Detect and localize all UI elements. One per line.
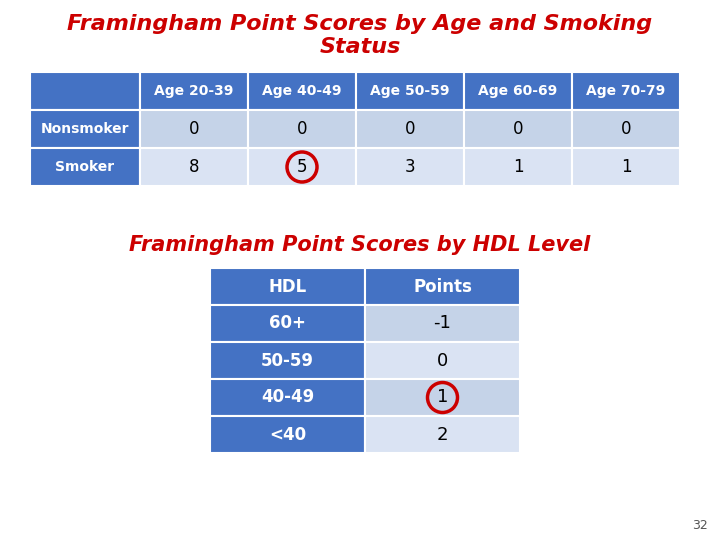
Bar <box>248 148 356 186</box>
Bar <box>464 110 572 148</box>
Bar <box>140 110 248 148</box>
Bar <box>572 72 680 110</box>
Bar <box>210 268 365 305</box>
Bar <box>30 72 140 110</box>
Bar <box>356 110 464 148</box>
Text: 0: 0 <box>437 352 448 369</box>
Text: 3: 3 <box>405 158 415 176</box>
Text: Framingham Point Scores by Age and Smoking
Status: Framingham Point Scores by Age and Smoki… <box>68 14 652 57</box>
Bar <box>210 416 365 453</box>
Text: 1: 1 <box>437 388 448 407</box>
Text: 2: 2 <box>437 426 449 443</box>
Text: 0: 0 <box>405 120 415 138</box>
Text: 8: 8 <box>189 158 199 176</box>
Bar <box>140 72 248 110</box>
Bar <box>30 148 140 186</box>
Bar <box>464 72 572 110</box>
Bar <box>356 72 464 110</box>
Bar <box>365 416 520 453</box>
Text: 0: 0 <box>513 120 523 138</box>
Text: Age 70-79: Age 70-79 <box>586 84 665 98</box>
Bar <box>210 342 365 379</box>
Text: 0: 0 <box>621 120 631 138</box>
Bar <box>140 148 248 186</box>
Bar <box>572 148 680 186</box>
Bar <box>248 110 356 148</box>
Text: Points: Points <box>413 278 472 295</box>
Text: Age 40-49: Age 40-49 <box>262 84 342 98</box>
Text: 1: 1 <box>513 158 523 176</box>
Text: 0: 0 <box>297 120 307 138</box>
Text: Smoker: Smoker <box>55 160 114 174</box>
Bar <box>30 110 140 148</box>
Bar <box>572 110 680 148</box>
Text: Age 50-59: Age 50-59 <box>370 84 450 98</box>
Text: <40: <40 <box>269 426 306 443</box>
Bar <box>365 342 520 379</box>
Text: 5: 5 <box>297 158 307 176</box>
Text: 0: 0 <box>189 120 199 138</box>
Text: 40-49: 40-49 <box>261 388 314 407</box>
Text: Age 60-69: Age 60-69 <box>478 84 557 98</box>
Text: Framingham Point Scores by HDL Level: Framingham Point Scores by HDL Level <box>130 235 590 255</box>
Bar <box>365 305 520 342</box>
Text: 32: 32 <box>692 519 708 532</box>
Bar <box>365 379 520 416</box>
Bar <box>210 305 365 342</box>
Bar <box>210 379 365 416</box>
Text: Age 20-39: Age 20-39 <box>154 84 234 98</box>
Text: Nonsmoker: Nonsmoker <box>41 122 130 136</box>
Text: 50-59: 50-59 <box>261 352 314 369</box>
Bar <box>248 72 356 110</box>
Text: 60+: 60+ <box>269 314 306 333</box>
Bar <box>464 148 572 186</box>
Bar <box>356 148 464 186</box>
Text: HDL: HDL <box>269 278 307 295</box>
Text: 1: 1 <box>621 158 631 176</box>
Bar <box>365 268 520 305</box>
Text: -1: -1 <box>433 314 451 333</box>
